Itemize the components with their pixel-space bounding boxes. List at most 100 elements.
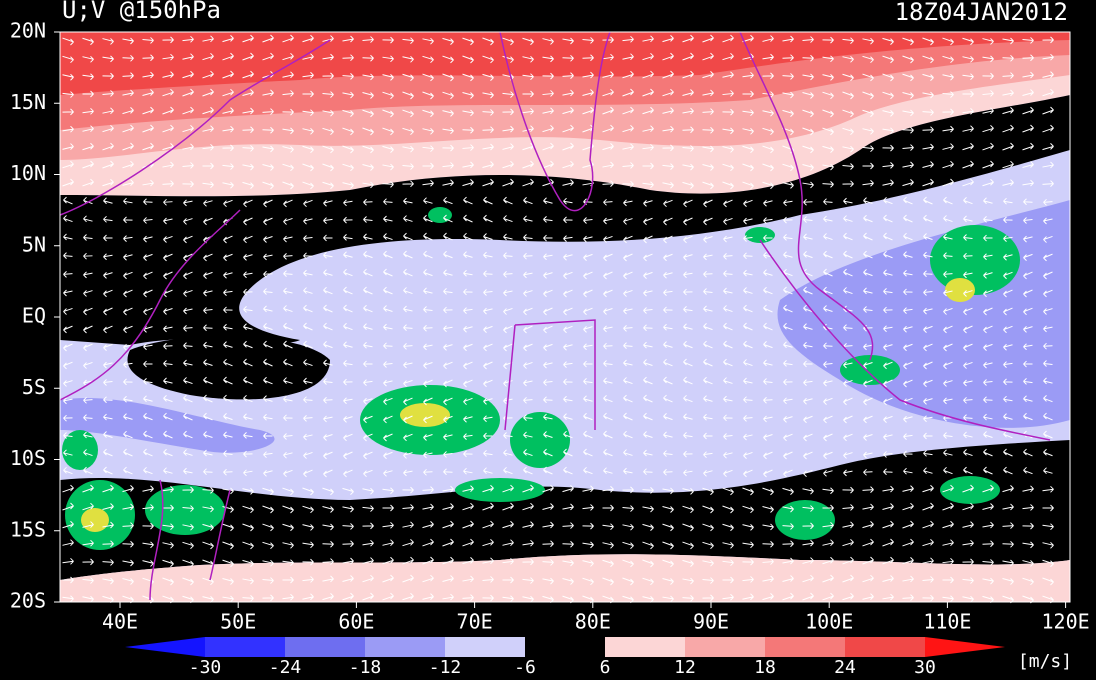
wind-arrow (1003, 289, 1013, 298)
wind-arrow (843, 469, 853, 477)
wind-arrow (142, 142, 154, 151)
wind-arrow (243, 340, 253, 349)
wind-arrow (542, 90, 554, 97)
wind-arrow (543, 234, 553, 242)
wind-arrow (762, 53, 774, 61)
wind-arrow (663, 413, 673, 421)
wind-arrow (263, 217, 273, 226)
wind-arrow (963, 325, 973, 334)
wind-arrow (202, 125, 214, 133)
wind-arrow (842, 180, 854, 188)
wind-arrow (662, 163, 674, 170)
wind-arrow (363, 433, 373, 442)
wind-arrow (982, 540, 994, 548)
wind-arrow (362, 92, 374, 99)
wind-arrow (1043, 308, 1053, 315)
wind-arrow (582, 504, 594, 511)
wind-arrow (242, 70, 254, 79)
wind-arrow (782, 557, 794, 565)
wind-arrow (563, 448, 573, 457)
wind-arrow (922, 143, 934, 151)
wind-arrow (783, 469, 793, 478)
wind-arrow (882, 485, 894, 493)
wind-arrow (83, 307, 93, 316)
wind-arrow (483, 415, 493, 423)
wind-arrow (102, 559, 114, 566)
wind-arrow (642, 125, 654, 133)
wind-arrow (623, 412, 633, 421)
wind-arrow (822, 556, 834, 565)
wind-arrow (463, 343, 473, 352)
wind-arrow (902, 594, 914, 601)
wind-arrow (482, 178, 494, 187)
wind-arrow (823, 286, 833, 295)
wind-arrow (123, 307, 133, 316)
wind-arrow (843, 215, 853, 222)
wind-arrow (723, 305, 733, 313)
wind-arrow (363, 341, 373, 349)
wind-arrow (963, 234, 973, 241)
wind-arrow (823, 342, 833, 350)
wind-arrow (563, 413, 573, 420)
boundary (504, 319, 596, 431)
wind-arrow (1003, 253, 1013, 261)
field-westerly-south (60, 554, 1070, 602)
wind-arrow (603, 377, 613, 385)
coastline (149, 479, 231, 601)
wind-arrow (643, 431, 653, 439)
rain-cell (145, 485, 225, 535)
wind-arrow (343, 251, 353, 259)
wind-arrow (102, 142, 114, 151)
rain-cell (940, 476, 1000, 504)
wind-arrow (843, 268, 853, 277)
wind-arrow (743, 340, 753, 349)
wind-arrow (702, 89, 714, 97)
wind-arrow (203, 394, 213, 403)
wind-arrow (402, 180, 414, 188)
wind-arrow (343, 216, 353, 224)
wind-arrow (62, 557, 74, 565)
wind-arrow (423, 268, 433, 277)
wind-arrow (562, 503, 574, 511)
wind-arrow (402, 163, 414, 170)
units-label: [m/s] (1018, 651, 1072, 672)
wind-arrow (642, 577, 654, 586)
wind-arrow (882, 91, 894, 100)
wind-arrow (223, 199, 233, 208)
wind-arrow (103, 253, 113, 261)
wind-arrow (803, 341, 813, 349)
wind-arrow (102, 107, 114, 115)
wind-arrow (442, 556, 454, 565)
wind-arrow (842, 556, 854, 565)
wind-arrow (82, 73, 94, 81)
wind-arrow (542, 559, 554, 566)
wind-arrow (403, 324, 413, 331)
wind-arrow (163, 253, 173, 262)
wind-arrow (563, 307, 573, 316)
wind-arrow (663, 323, 673, 331)
wind-arrow (322, 127, 334, 136)
wind-arrow (562, 179, 574, 186)
wind-arrow (963, 361, 973, 369)
wind-arrow (282, 127, 294, 135)
wind-arrow (642, 35, 654, 43)
wind-arrow (983, 234, 993, 242)
wind-arrow (622, 577, 634, 586)
wind-arrow (243, 413, 253, 421)
wind-arrow (563, 361, 573, 368)
wind-arrow (462, 37, 474, 46)
wind-arrow (582, 71, 594, 79)
wind-arrow (943, 252, 953, 259)
wind-arrow (823, 433, 833, 442)
wind-arrow (202, 52, 214, 61)
wind-arrow (602, 504, 614, 512)
wind-arrow (163, 217, 173, 225)
wind-arrow (222, 559, 234, 568)
wind-arrow (522, 73, 534, 81)
wind-arrow (483, 361, 493, 370)
wind-arrow (422, 91, 434, 100)
wind-arrow (1023, 326, 1033, 333)
wind-arrow (583, 343, 593, 351)
wind-arrow (303, 287, 313, 294)
wind-arrow (1043, 377, 1053, 385)
